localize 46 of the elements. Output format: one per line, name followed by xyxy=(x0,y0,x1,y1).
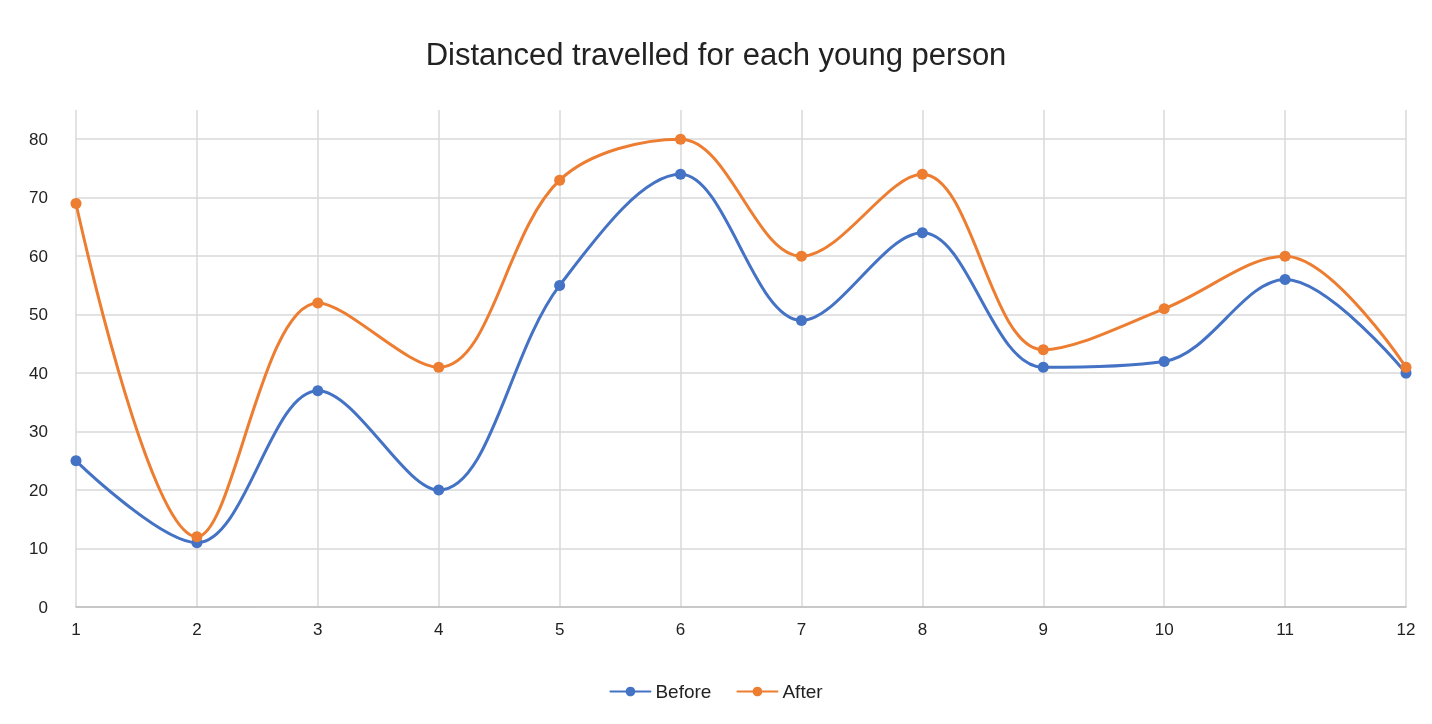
x-tick-label: 8 xyxy=(917,620,928,639)
point xyxy=(1279,250,1291,262)
point xyxy=(1158,355,1170,367)
point xyxy=(916,227,928,239)
point xyxy=(795,315,807,326)
point xyxy=(1158,303,1170,315)
x-tick-label: 3 xyxy=(313,620,323,639)
point xyxy=(312,297,324,309)
chart-title: Distanced travelled for each young person xyxy=(425,37,1007,72)
point xyxy=(191,531,203,543)
point xyxy=(433,484,445,496)
x-tick-label: 11 xyxy=(1276,620,1294,639)
legend-label: After xyxy=(782,681,824,702)
point xyxy=(70,455,82,467)
y-tick-label: 10 xyxy=(29,539,48,559)
y-tick-label: 60 xyxy=(29,246,48,266)
y-tick-label: 20 xyxy=(29,480,48,500)
y-tick-label: 30 xyxy=(29,422,48,442)
x-tick-label: 2 xyxy=(192,620,202,639)
point xyxy=(1037,361,1049,373)
point xyxy=(675,133,687,145)
point xyxy=(554,279,566,291)
y-tick-label: 50 xyxy=(29,305,48,325)
x-tick-label: 4 xyxy=(433,620,444,639)
point xyxy=(312,385,324,397)
x-tick-label: 7 xyxy=(796,620,807,639)
point xyxy=(1279,274,1291,286)
legend-label: Before xyxy=(655,681,712,702)
x-tick-label: 12 xyxy=(1396,620,1416,639)
y-tick-label: 40 xyxy=(29,363,48,383)
x-tick-label: 6 xyxy=(675,620,686,639)
x-tick-label: 10 xyxy=(1154,620,1174,639)
point xyxy=(675,168,687,180)
x-tick-label: 9 xyxy=(1038,620,1049,639)
x-tick-label: 1 xyxy=(71,620,81,639)
y-tick-label: 80 xyxy=(29,129,48,149)
point xyxy=(795,250,807,262)
point xyxy=(70,198,82,210)
point xyxy=(433,361,445,373)
point xyxy=(916,168,928,180)
point xyxy=(1037,344,1049,356)
y-tick-label: 70 xyxy=(29,188,48,208)
point xyxy=(1400,361,1412,373)
x-tick-label: 5 xyxy=(554,620,565,639)
y-tick-label: 0 xyxy=(38,597,48,617)
point xyxy=(554,174,566,186)
